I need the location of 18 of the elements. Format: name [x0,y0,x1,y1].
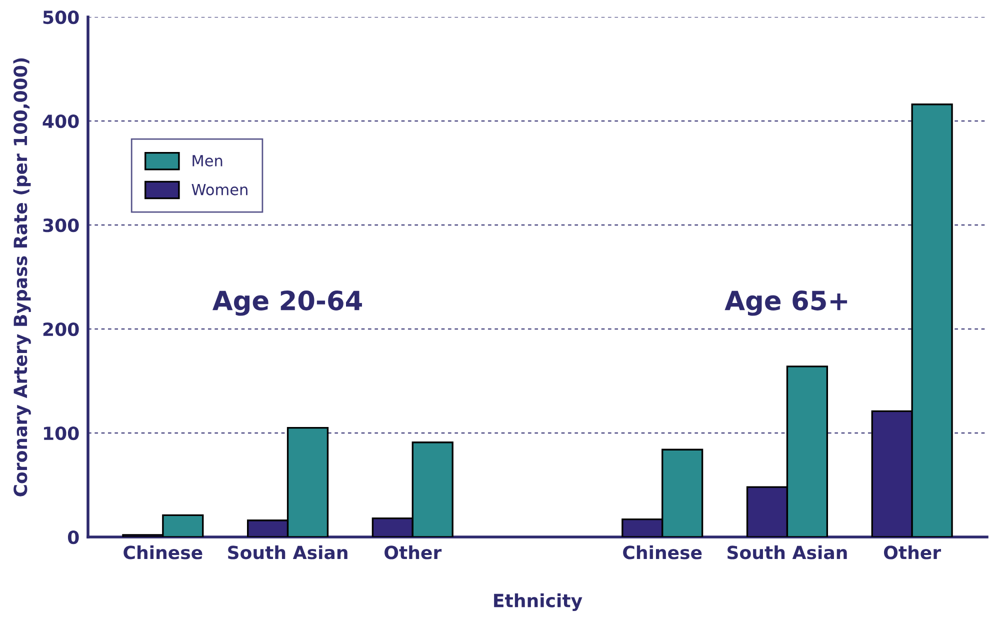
annotation: Age 65+ [724,290,848,316]
annotation: Age 20-64 [212,290,362,316]
x-tick-label: South Asian [728,545,847,560]
x-tick-label: Other [884,545,942,560]
legend-label: Men [192,155,222,166]
y-axis-title: Coronary Artery Bypass Rate (per 100,000) [13,58,31,496]
y-tick-label: 300 [43,218,79,232]
legend-label: Women [192,184,248,196]
y-tick-label: 500 [43,10,79,24]
x-tick-label: Chinese [623,545,702,560]
y-tick-label: 400 [42,114,79,128]
x-tick-label: Chinese [124,545,202,560]
y-tick-label: 200 [43,322,79,336]
x-tick-label: Other [384,545,442,560]
x-tick-label: South Asian [228,545,348,560]
x-axis-title: Ethnicity [494,593,582,611]
y-tick-label: 0 [68,530,79,544]
y-tick-label: 100 [44,426,79,440]
